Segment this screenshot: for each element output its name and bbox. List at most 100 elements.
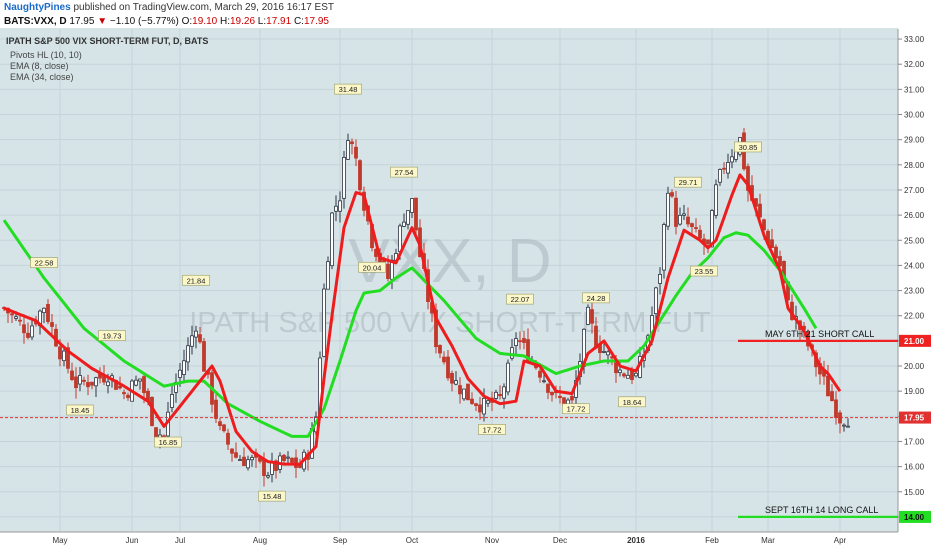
candle-body: [558, 395, 562, 399]
candle-body: [266, 475, 270, 478]
x-tick-label: Sep: [333, 536, 348, 545]
pivot-label: 20.04: [363, 263, 382, 272]
pivot-label: 16.85: [159, 438, 178, 447]
published-info: published on TradingView.com, March 29, …: [73, 2, 335, 13]
candle-body: [322, 288, 326, 357]
candle-body: [30, 325, 34, 338]
x-tick-label: Nov: [485, 536, 499, 545]
candle-body: [678, 214, 682, 225]
y-tick-label: 25.00: [904, 236, 925, 245]
indicator-label[interactable]: Pivots HL (10, 10): [10, 50, 82, 60]
pivot-box: [734, 141, 762, 153]
candle-body: [398, 225, 402, 252]
pivot-box: [66, 404, 94, 416]
pivot-label: 18.45: [71, 406, 90, 415]
candle-body: [502, 386, 506, 399]
candle-body: [14, 316, 18, 319]
indicator-label[interactable]: EMA (8, close): [10, 61, 69, 71]
candle-body: [274, 460, 278, 471]
y-tick-label: 31.00: [904, 85, 925, 94]
y-tick-label: 15.00: [904, 488, 925, 497]
plot-area: [0, 28, 898, 532]
down-arrow-icon: ▼: [97, 16, 108, 27]
candle-body: [230, 448, 234, 454]
pivot-label: 29.71: [679, 178, 698, 187]
candle-body: [402, 221, 406, 227]
candle-body: [846, 425, 850, 428]
pivot-box: [334, 83, 362, 95]
candle-body: [290, 457, 294, 463]
candle-body: [834, 399, 838, 418]
y-tick-label: 19.00: [904, 387, 925, 396]
candle-body: [746, 166, 750, 191]
candle-body: [42, 307, 46, 314]
candle-body: [138, 378, 142, 382]
candle-body: [550, 391, 554, 396]
candle-body: [450, 372, 454, 384]
candle-body: [714, 184, 718, 216]
candle-body: [338, 200, 342, 212]
candle-body: [474, 403, 478, 406]
candle-body: [542, 380, 546, 383]
candle-body: [70, 370, 74, 380]
pivot-label: 22.58: [35, 259, 54, 268]
candle-body: [162, 435, 166, 438]
candle-body: [50, 322, 54, 327]
candle-body: [10, 313, 14, 316]
candle-body: [762, 219, 766, 231]
candle-body: [154, 427, 158, 438]
candle-body: [26, 332, 30, 338]
level-price-label: 14.00: [904, 513, 925, 522]
level-price-tag: [899, 510, 931, 523]
x-tick-label: Jul: [175, 536, 185, 545]
pivot-label: 30.85: [739, 143, 758, 152]
candle-body: [58, 346, 62, 360]
y-tick-label: 30.00: [904, 111, 925, 120]
candle-body: [86, 382, 90, 388]
x-tick-label: Oct: [406, 536, 419, 545]
ema-slow-line: [2, 219, 818, 438]
candle-body: [570, 395, 574, 401]
close-value: 17.95: [303, 16, 329, 27]
pivot-label: 23.55: [695, 267, 714, 276]
candle-body: [222, 424, 226, 432]
candle-body: [250, 457, 254, 461]
pivot-box: [690, 265, 718, 277]
candle-body: [214, 399, 218, 419]
candle-body: [674, 197, 678, 227]
candle-body: [434, 309, 438, 348]
candle-body: [186, 345, 190, 363]
publisher-user[interactable]: NaughtyPines: [4, 2, 71, 13]
candle-body: [226, 432, 230, 445]
pivot-label: 17.72: [567, 405, 586, 414]
ohlc-line: BATS:VXX, D 17.95 ▼ −1.10 (−5.77%) O:19.…: [4, 16, 329, 27]
candle-body: [514, 338, 518, 346]
candle-body: [170, 394, 174, 408]
pivot-box: [506, 293, 534, 305]
candle-body: [62, 350, 66, 362]
pivot-box: [478, 424, 506, 435]
candle-body: [358, 160, 362, 191]
low-label: L:: [257, 16, 267, 27]
candle-body: [522, 338, 526, 343]
candle-body: [74, 376, 78, 389]
candle-body: [454, 380, 458, 385]
y-tick-label: 23.00: [904, 287, 925, 296]
pivot-box: [98, 330, 126, 341]
candle-body: [666, 192, 670, 227]
candle-body: [826, 375, 830, 397]
open-value: 19.10: [192, 16, 218, 27]
x-tick-label: Mar: [761, 536, 775, 545]
candle-body: [482, 397, 486, 415]
pivot-box: [258, 490, 286, 502]
x-tick-label: Dec: [553, 536, 567, 545]
candle-body: [830, 391, 834, 402]
candle-body: [122, 392, 126, 395]
candle-body: [518, 340, 522, 343]
candle-body: [446, 356, 450, 379]
x-tick-label: May: [52, 536, 67, 545]
pivot-box: [154, 436, 182, 448]
indicator-label[interactable]: EMA (34, close): [10, 72, 74, 82]
candle-body: [342, 157, 346, 199]
